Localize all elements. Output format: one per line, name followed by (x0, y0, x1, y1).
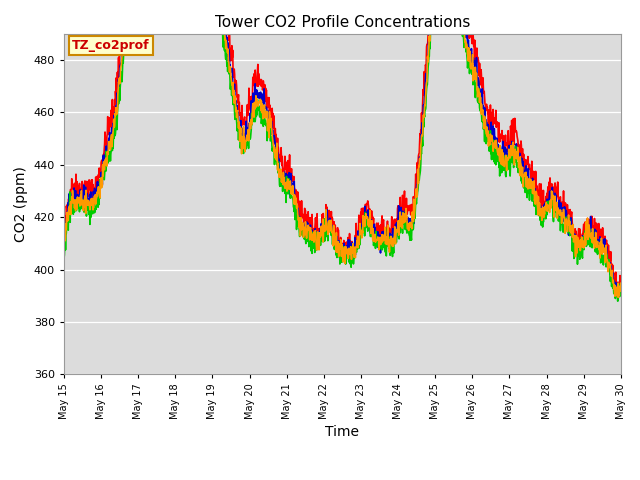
Legend: 0.35m, 1.8m, 6.0m, 23.5m: 0.35m, 1.8m, 6.0m, 23.5m (173, 476, 512, 480)
X-axis label: Time: Time (325, 425, 360, 439)
Y-axis label: CO2 (ppm): CO2 (ppm) (14, 166, 28, 242)
Title: Tower CO2 Profile Concentrations: Tower CO2 Profile Concentrations (214, 15, 470, 30)
Text: TZ_co2prof: TZ_co2prof (72, 39, 150, 52)
